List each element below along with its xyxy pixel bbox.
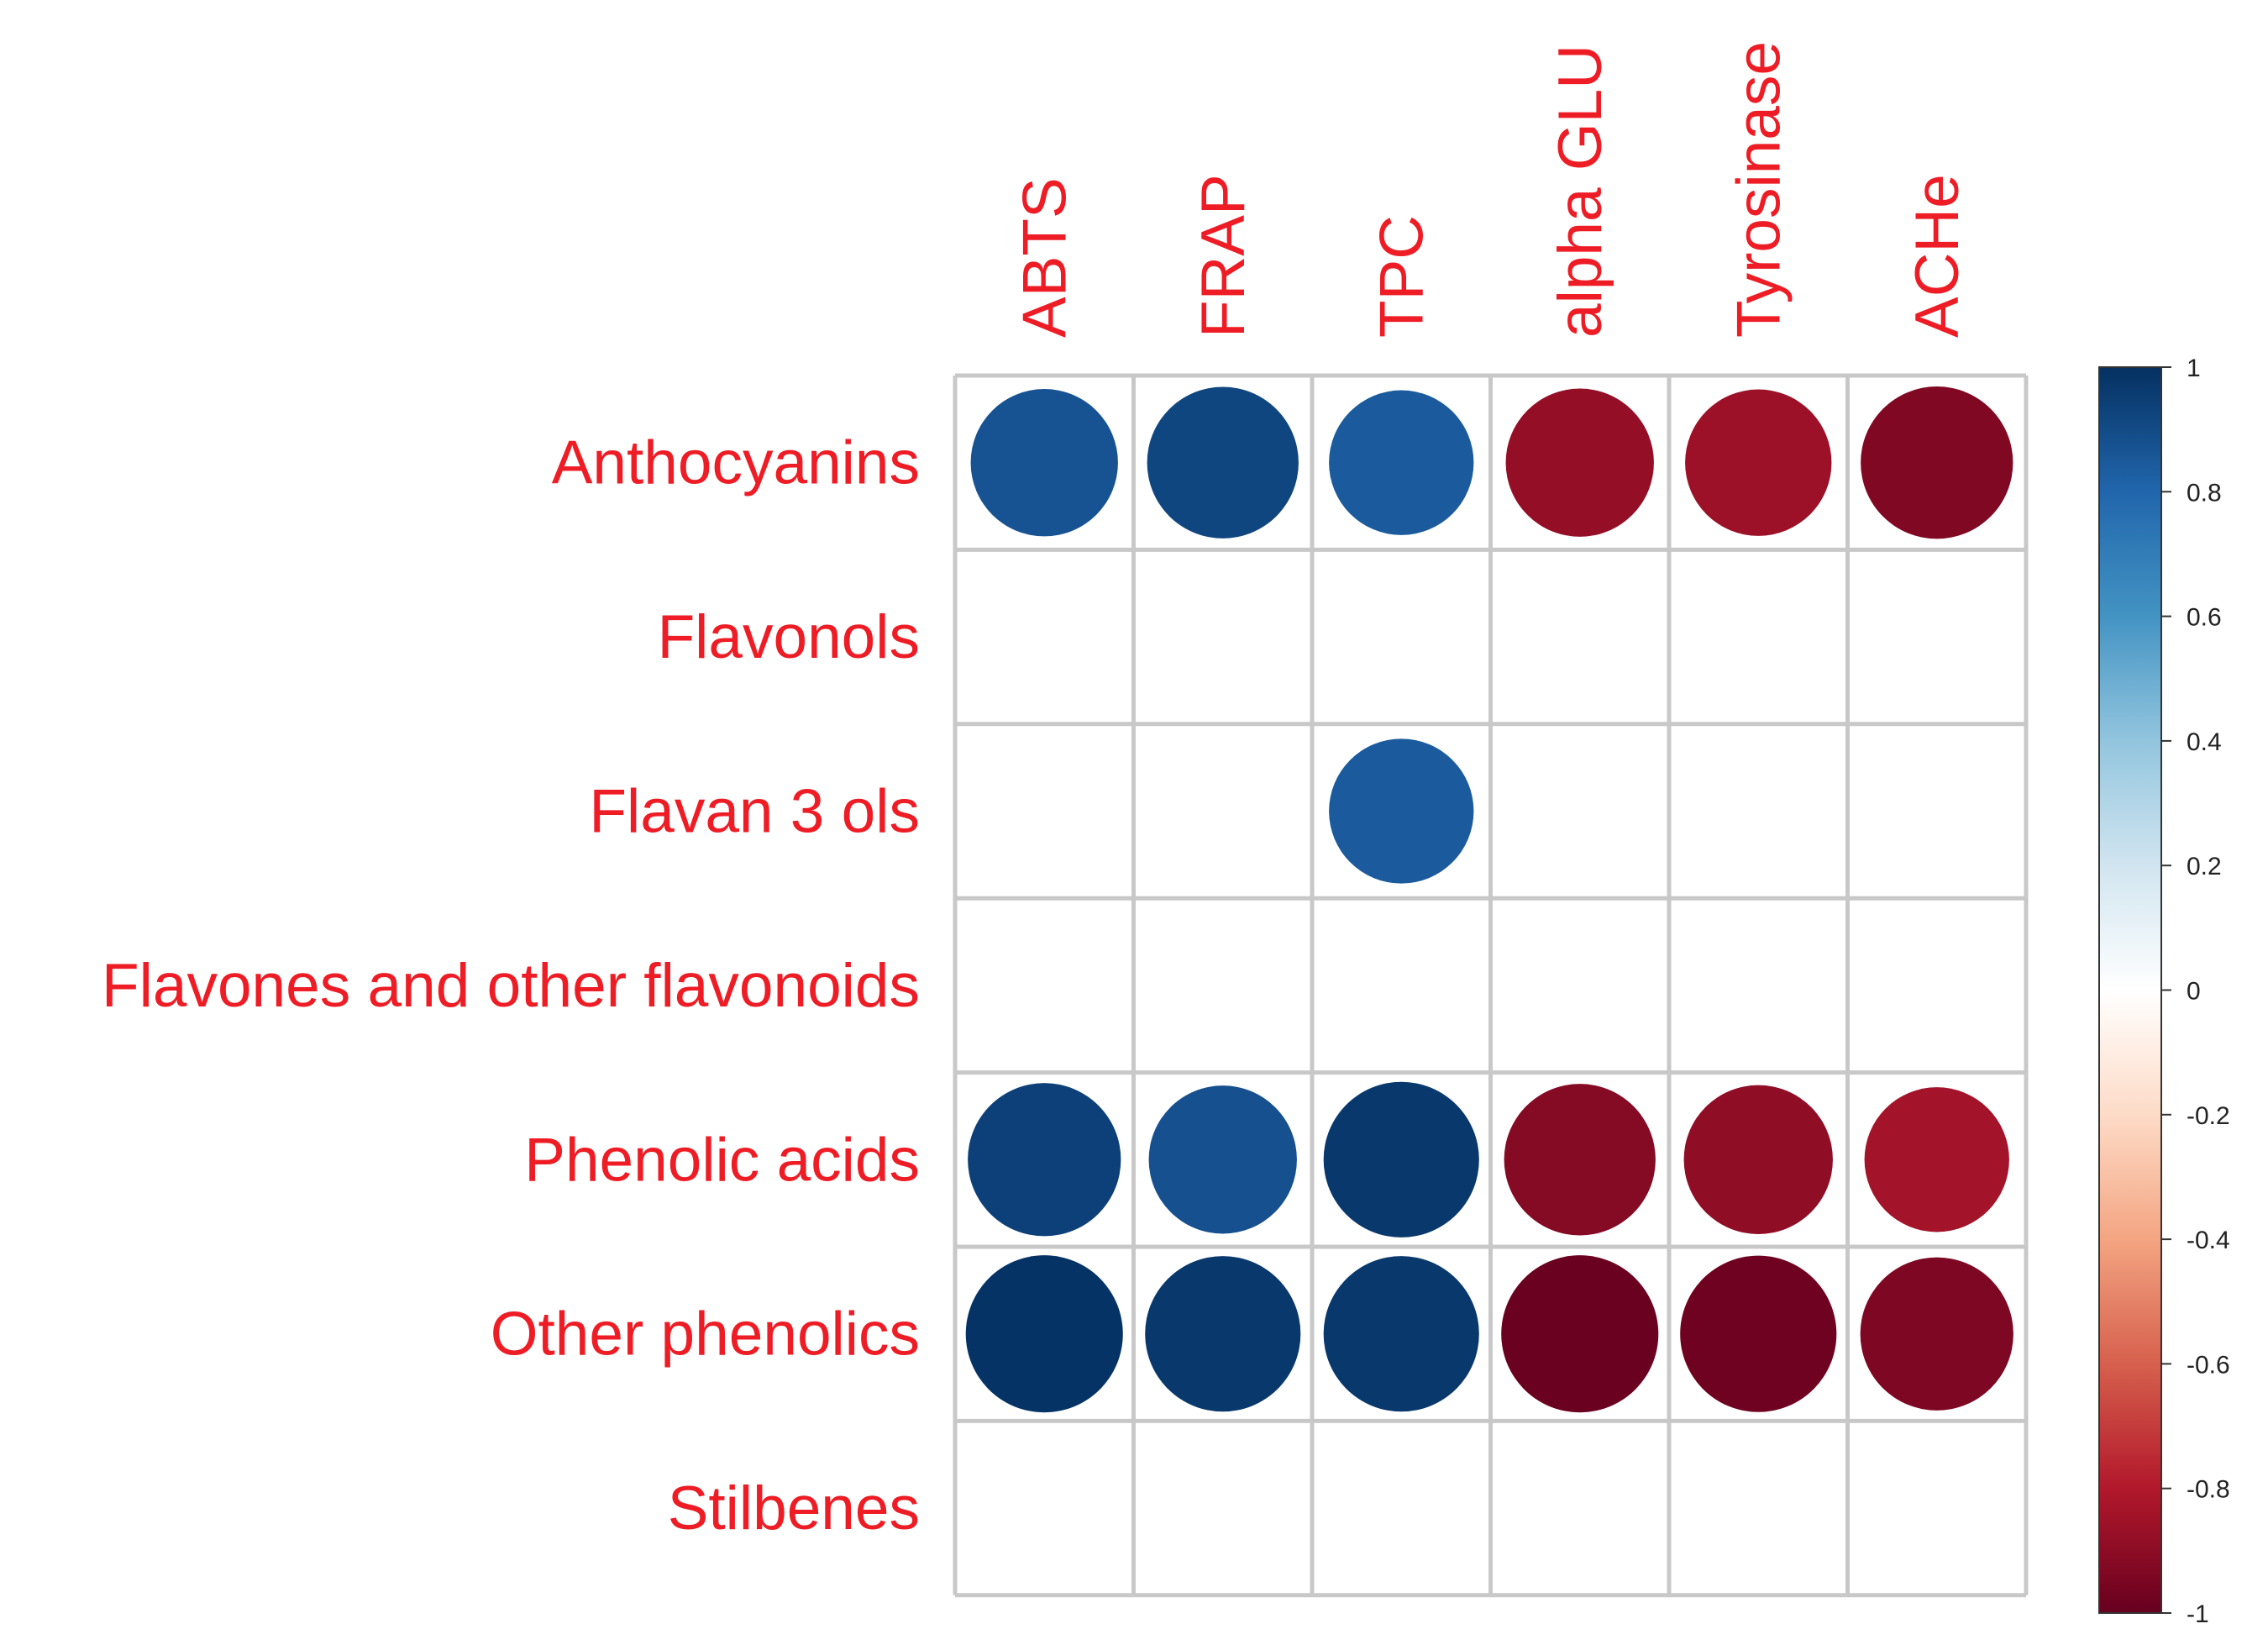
row-label-other-phenolics: Other phenolics	[491, 1301, 920, 1369]
colorbar-tick-label: 0.6	[2187, 604, 2222, 632]
circle-phenolic-acids-tpc	[1323, 1081, 1479, 1238]
column-label-alpha-glu: alpha GLU	[1546, 45, 1614, 338]
circle-anthocyanins-alpha-glu	[1505, 388, 1654, 537]
colorbar-tick-label: 1	[2187, 355, 2201, 382]
circle-other-phenolics-tpc	[1323, 1256, 1479, 1412]
circle-other-phenolics-abts	[965, 1255, 1123, 1413]
row-labels: Anthocyanins Flavonols Flavan 3 ols Flavone…	[102, 429, 920, 1542]
colorbar-tick-label: 0.8	[2187, 479, 2222, 507]
row-label-flavonols: Flavonols	[658, 603, 920, 671]
row-label-anthocyanins: Anthocyanins	[552, 429, 920, 497]
colorbar-tick-label: -0.4	[2187, 1227, 2230, 1254]
circle-other-phenolics-frap	[1145, 1256, 1301, 1412]
row-label-flavan-3-ols: Flavan 3 ols	[589, 778, 920, 846]
colorbar-tick-label: -0.8	[2187, 1476, 2230, 1504]
circle-flavan-3-ols-tpc	[1329, 738, 1474, 884]
circle-anthocyanins-tyrosinase	[1685, 389, 1832, 536]
circle-phenolic-acids-alpha-glu	[1504, 1084, 1656, 1236]
column-labels: ABTS FRAP TPC alpha GLU Tyrosinase ACHe	[1011, 41, 1971, 338]
column-label-frap: FRAP	[1189, 174, 1257, 338]
colorbar-tick-label: -0.2	[2187, 1102, 2230, 1130]
grid	[953, 373, 2029, 1598]
colorbar-tick-label: 0.4	[2187, 728, 2222, 756]
colorbar-tick-label: -1	[2187, 1600, 2209, 1628]
colorbar-gradient	[2098, 366, 2162, 1614]
row-label-flavones-and-other-flavonoids: Flavones and other flavonoids	[102, 952, 920, 1020]
colorbar-tick-label: -0.6	[2187, 1351, 2230, 1379]
colorbar-tick-label: 0.2	[2187, 853, 2222, 880]
circle-other-phenolics-alpha-glu	[1501, 1255, 1659, 1413]
circle-phenolic-acids-ache	[1864, 1087, 2009, 1232]
column-label-ache: ACHe	[1903, 174, 1971, 338]
circle-phenolic-acids-tyrosinase	[1683, 1085, 1833, 1234]
row-label-stilbenes: Stilbenes	[668, 1474, 920, 1542]
correlation-circles	[965, 386, 2013, 1413]
circle-phenolic-acids-abts	[968, 1083, 1121, 1237]
colorbar: 1 0.8 0.6 0.4 0.2 0 -0.2 -0.4 -0.6 -0.8 -1	[2098, 355, 2230, 1628]
circle-anthocyanins-abts	[970, 389, 1118, 537]
circle-other-phenolics-tyrosinase	[1680, 1255, 1837, 1412]
circle-other-phenolics-ache	[1860, 1257, 2013, 1411]
column-label-abts: ABTS	[1011, 177, 1079, 338]
colorbar-tick-label: 0	[2187, 978, 2201, 1006]
circle-anthocyanins-tpc	[1329, 390, 1474, 535]
circle-anthocyanins-frap	[1147, 386, 1299, 539]
circle-phenolic-acids-frap	[1148, 1085, 1297, 1234]
circle-anthocyanins-ache	[1861, 386, 2013, 539]
row-label-phenolic-acids: Phenolic acids	[524, 1126, 920, 1194]
column-label-tyrosinase: Tyrosinase	[1725, 41, 1793, 338]
column-label-tpc: TPC	[1368, 215, 1436, 338]
